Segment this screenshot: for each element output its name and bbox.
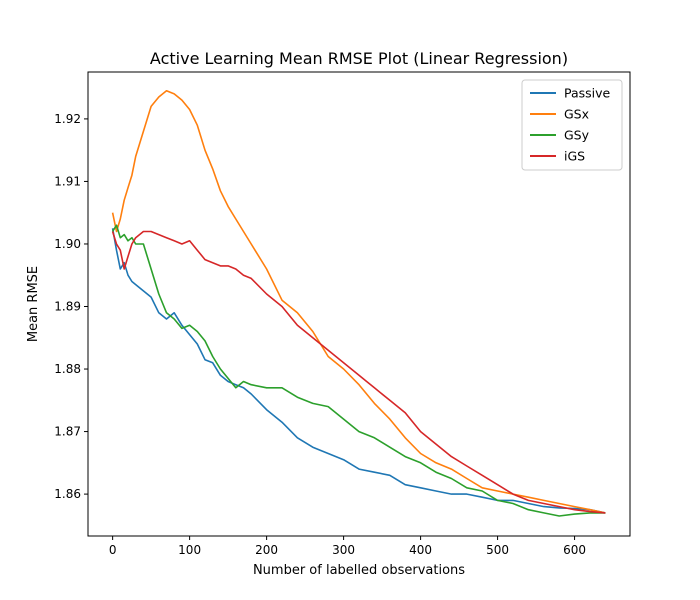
legend-label: GSx	[564, 107, 589, 122]
plot-frame	[87, 71, 631, 537]
x-tick-label: 200	[255, 543, 278, 557]
series-line-gsx	[111, 90, 606, 514]
x-axis-label: Number of labelled observations	[253, 563, 465, 578]
y-tick-label: 1.88	[54, 362, 81, 376]
x-axis: 0 100 200 300 400 500 600	[109, 536, 586, 557]
legend-box	[521, 79, 623, 171]
y-tick-label: 1.92	[54, 112, 81, 126]
x-tick-label: 600	[563, 543, 586, 557]
series-line-passive	[111, 228, 606, 514]
x-tick-label: 400	[409, 543, 432, 557]
legend-label: GSy	[564, 128, 590, 143]
legend: Passive GSx GSy iGS	[521, 79, 623, 171]
x-tick-label: 500	[486, 543, 509, 557]
y-tick-label: 1.89	[54, 300, 81, 314]
y-tick-label: 1.87	[54, 425, 81, 439]
x-tick-label: 300	[332, 543, 355, 557]
series-line-gsy	[111, 224, 606, 517]
y-tick-label: 1.86	[54, 487, 81, 501]
legend-label: iGS	[564, 149, 585, 164]
y-axis: 1.86 1.87 1.88 1.89 1.90 1.91 1.92	[54, 112, 88, 501]
y-tick-label: 1.91	[54, 174, 81, 188]
legend-label: Passive	[564, 86, 611, 101]
y-tick-label: 1.90	[54, 237, 81, 251]
y-axis-label: Mean RMSE	[26, 266, 41, 342]
chart-title: Active Learning Mean RMSE Plot (Linear R…	[150, 49, 568, 68]
x-tick-label: 0	[109, 543, 117, 557]
plot-area	[111, 90, 606, 517]
series-line-igs	[111, 230, 606, 514]
x-tick-label: 100	[178, 543, 201, 557]
